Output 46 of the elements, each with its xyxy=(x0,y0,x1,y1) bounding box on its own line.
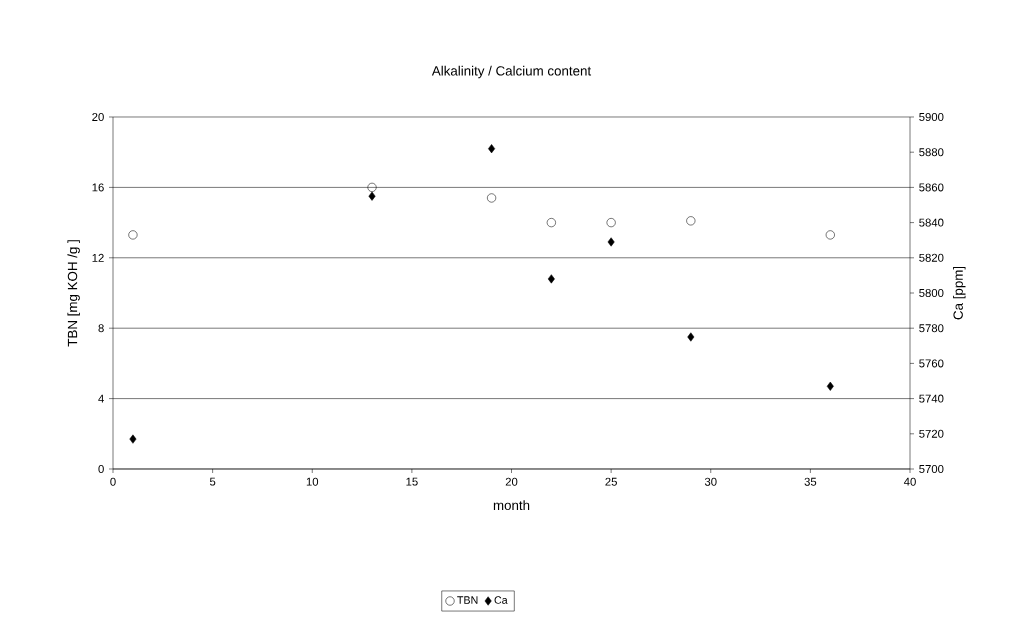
y2-tick-label: 5780 xyxy=(919,324,944,333)
point xyxy=(826,381,834,391)
point xyxy=(606,218,616,228)
y2-tick-label: 5720 xyxy=(919,429,944,438)
y2-tick-label: 5760 xyxy=(919,359,944,368)
x-tick-label: 10 xyxy=(306,477,319,486)
x-tick-label: 5 xyxy=(209,477,216,486)
y2-tick-label: 5900 xyxy=(919,113,944,122)
x-tick-label: 0 xyxy=(110,477,116,486)
y2-tick-label: 5800 xyxy=(919,289,944,297)
y-axis-title: TBN [mg KOH /g ] xyxy=(67,240,80,347)
point xyxy=(687,332,695,342)
point xyxy=(686,216,696,226)
point xyxy=(825,230,835,240)
y-tick-label: 8 xyxy=(98,324,104,333)
x-tick-label: 30 xyxy=(704,477,717,486)
y2-tick-label: 5740 xyxy=(919,394,944,403)
x-tick-label: 40 xyxy=(903,477,916,486)
y-tick-label: 0 xyxy=(98,464,104,473)
point xyxy=(129,434,137,444)
y-tick-label: 16 xyxy=(92,183,104,192)
y-tick-label: 12 xyxy=(92,253,104,262)
point xyxy=(487,193,497,203)
y-tick-label: 4 xyxy=(98,394,104,403)
x-axis-title: month xyxy=(493,500,530,511)
point xyxy=(547,274,555,284)
y2-tick-label: 5880 xyxy=(919,148,944,157)
y2-tick-label: 5820 xyxy=(919,253,944,262)
y2-axis-title: Ca [ppm] xyxy=(953,266,966,320)
x-tick-label: 25 xyxy=(605,477,617,486)
chart-title: Alkalinity / Calcium content xyxy=(431,65,592,79)
point xyxy=(368,191,376,201)
point xyxy=(607,237,615,247)
y2-tick-label: 5840 xyxy=(919,218,944,227)
point xyxy=(546,218,556,228)
y-tick-label: 20 xyxy=(92,112,104,121)
y2-tick-label: 5700 xyxy=(919,465,944,474)
legend-label: TBN xyxy=(457,596,478,604)
point xyxy=(367,182,377,192)
legend-label: Ca xyxy=(494,596,508,604)
x-tick-label: 20 xyxy=(505,477,518,486)
point xyxy=(128,230,138,240)
x-tick-label: 15 xyxy=(406,477,418,486)
x-tick-label: 35 xyxy=(804,477,817,486)
point xyxy=(488,144,496,154)
y2-tick-label: 5860 xyxy=(919,183,944,192)
